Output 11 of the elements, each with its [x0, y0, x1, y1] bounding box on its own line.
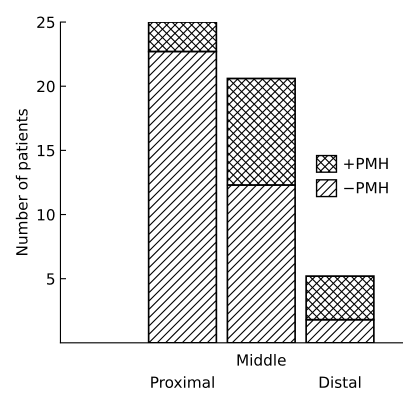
- x-tick-label: Middle: [238, 354, 286, 366]
- y-tick-label: 5: [47, 273, 54, 285]
- y-tick-label: 10: [38, 209, 55, 221]
- y-tick-label: 15: [38, 145, 54, 156]
- legend-label: −PMH: [344, 182, 388, 194]
- y-tick-label: 25: [37, 16, 54, 28]
- y-axis-title: Number of patients: [16, 109, 31, 256]
- x-tick-label: Proximal: [151, 376, 214, 388]
- legend-label: +PMH: [344, 158, 388, 170]
- x-tick-label: Distal: [320, 376, 360, 388]
- y-tick-label: 20: [37, 80, 55, 92]
